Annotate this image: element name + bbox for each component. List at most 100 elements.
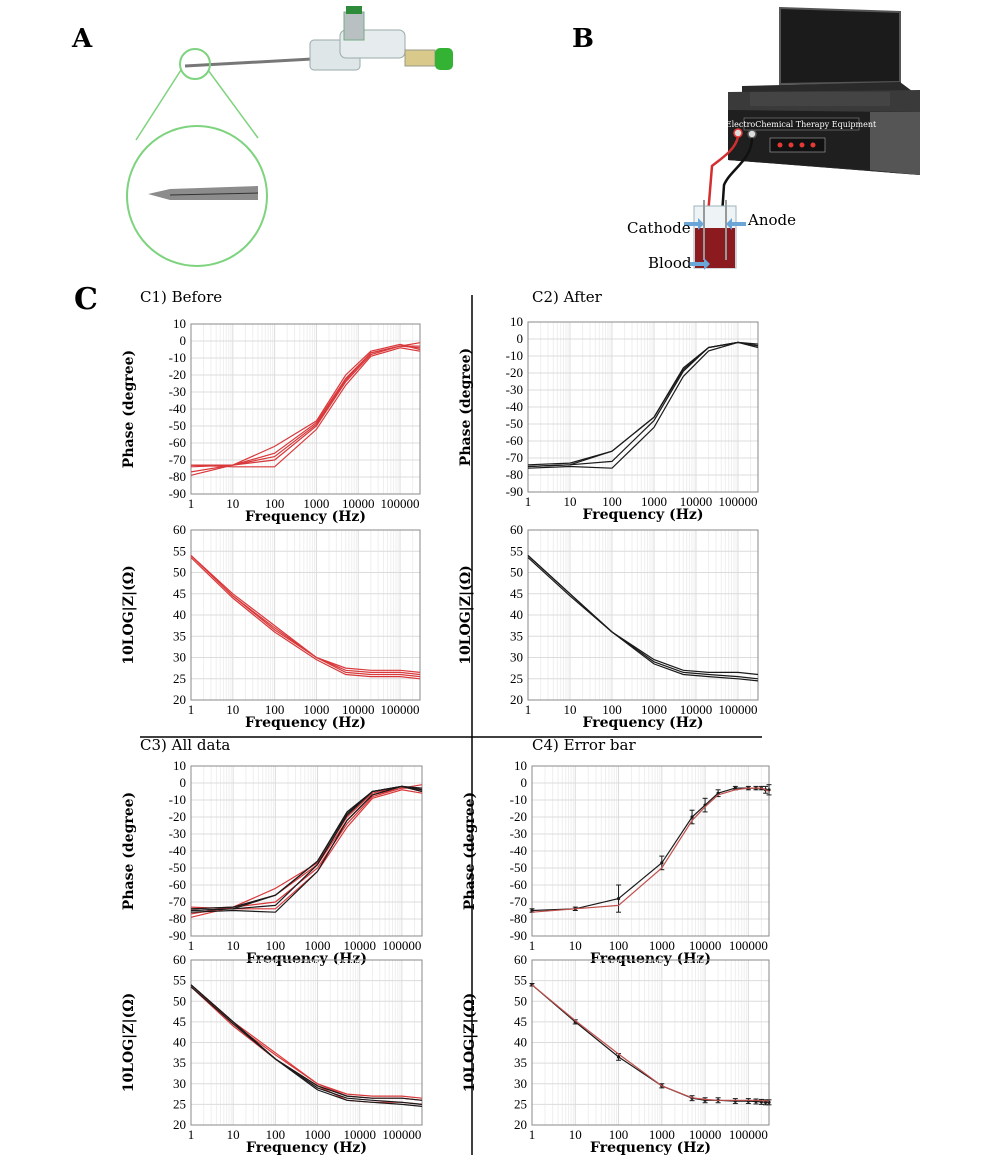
chart-c4_phase: C4) Error bar100-10-20-30-40-50-60-70-80…	[462, 736, 772, 967]
x-tick-label: 1000	[305, 938, 331, 953]
y-tick-label: 30	[510, 650, 523, 665]
y-tick-label: 25	[514, 1096, 527, 1111]
y-axis-title: Phase (degree)	[462, 792, 478, 910]
series-line	[190, 555, 421, 673]
y-tick-label: 25	[173, 671, 186, 686]
x-axis-title: Frequency (Hz)	[583, 507, 704, 523]
y-tick-label: -10	[169, 792, 186, 807]
data-point	[660, 861, 664, 865]
y-axis-title: 10LOG|Z|(Ω)	[458, 565, 474, 665]
y-tick-label: 60	[510, 522, 523, 537]
series-line	[190, 557, 421, 680]
y-tick-label: 30	[173, 1076, 186, 1091]
chart-c2_phase: C2) After100-10-20-30-40-50-60-70-80-901…	[458, 288, 759, 523]
plot-frame	[527, 321, 759, 493]
y-tick-label: -90	[510, 928, 527, 943]
y-tick-label: -60	[510, 877, 527, 892]
y-tick-label: 10	[510, 314, 523, 329]
x-tick-label: 100000	[729, 938, 768, 953]
plot-frame	[190, 765, 423, 937]
x-tick-label: 100000	[718, 702, 757, 717]
x-tick-label: 1000	[649, 938, 675, 953]
series-line	[190, 785, 423, 912]
panel-letter-a: A	[72, 24, 93, 54]
x-tick-label: 1000	[641, 494, 667, 509]
y-tick-label: -50	[169, 418, 186, 433]
plot-frame	[190, 959, 423, 1126]
y-tick-label: 55	[173, 543, 186, 558]
x-tick-label: 10	[226, 702, 239, 717]
x-tick-label: 1	[525, 494, 532, 509]
y-tick-label: 10	[173, 758, 186, 773]
series-line	[190, 555, 421, 678]
grid	[190, 959, 423, 1126]
y-tick-label: 45	[510, 586, 523, 601]
series-line	[190, 343, 421, 476]
grid	[531, 765, 770, 937]
x-tick-label: 10000	[343, 938, 376, 953]
y-tick-label: 40	[173, 607, 186, 622]
x-tick-label: 1000	[305, 1127, 331, 1142]
x-axis-title: Frequency (Hz)	[590, 951, 711, 967]
x-tick-label: 10	[227, 1127, 240, 1142]
y-tick-label: 0	[521, 775, 528, 790]
data-point	[616, 897, 621, 901]
y-tick-label: -80	[510, 911, 527, 926]
y-tick-label: 35	[510, 628, 523, 643]
y-tick-label: 35	[514, 1055, 527, 1070]
plot-frame	[531, 765, 770, 937]
y-tick-label: 60	[173, 522, 186, 537]
y-tick-label: 20	[173, 1117, 186, 1132]
y-tick-label: -30	[510, 826, 527, 841]
y-tick-label: -80	[169, 911, 186, 926]
x-tick-label: 100000	[381, 496, 420, 511]
y-tick-label: -70	[169, 452, 186, 467]
y-tick-label: 10	[514, 758, 527, 773]
y-tick-label: 40	[173, 1035, 186, 1050]
y-axis-title: 10LOG|Z|(Ω)	[121, 993, 137, 1093]
y-tick-label: 0	[180, 333, 187, 348]
y-axis-title: 10LOG|Z|(Ω)	[462, 993, 478, 1093]
series-line	[527, 341, 759, 466]
x-tick-label: 10	[569, 938, 582, 953]
y-tick-label: -10	[506, 348, 523, 363]
x-tick-label: 1	[188, 938, 195, 953]
y-axis-title: Phase (degree)	[458, 348, 474, 466]
y-tick-label: -20	[506, 365, 523, 380]
y-tick-label: -20	[169, 367, 186, 382]
y-tick-label: -60	[169, 877, 186, 892]
y-tick-label: -10	[169, 350, 186, 365]
x-tick-label: 100	[609, 938, 629, 953]
x-tick-label: 100	[265, 496, 285, 511]
x-tick-label: 1000	[641, 702, 667, 717]
x-tick-label: 10000	[680, 494, 713, 509]
x-axis-title: Frequency (Hz)	[245, 509, 366, 525]
y-tick-label: 45	[514, 1014, 527, 1029]
x-tick-label: 100	[602, 494, 622, 509]
y-tick-label: -90	[169, 928, 186, 943]
y-tick-label: -30	[169, 384, 186, 399]
series-line	[190, 789, 423, 910]
chart-c1_mag: 60 55 50 45 40 35 30 25 201 10 100 1000 10000 100000 F…	[121, 522, 421, 731]
y-tick-label: 0	[517, 331, 524, 346]
y-tick-label: 45	[173, 586, 186, 601]
x-axis-title: Frequency (Hz)	[590, 1140, 711, 1156]
series-line	[527, 341, 759, 468]
x-tick-label: 100000	[381, 702, 420, 717]
series-line	[190, 555, 421, 676]
y-tick-label: -50	[506, 416, 523, 431]
series-line	[190, 986, 423, 1105]
y-tick-label: -40	[169, 843, 186, 858]
chart-c3_phase: C3) All data100-10-20-30-40-50-60-70-80-…	[121, 736, 423, 967]
y-tick-label: -80	[169, 469, 186, 484]
grid	[527, 529, 759, 701]
chart-title: C1) Before	[140, 288, 222, 306]
anode-label: Anode	[747, 211, 796, 229]
y-tick-label: 20	[510, 692, 523, 707]
y-tick-label: -50	[169, 860, 186, 875]
y-tick-label: -80	[506, 467, 523, 482]
x-tick-label: 100	[266, 1127, 286, 1142]
y-tick-label: -70	[169, 894, 186, 909]
series-line	[190, 785, 423, 912]
